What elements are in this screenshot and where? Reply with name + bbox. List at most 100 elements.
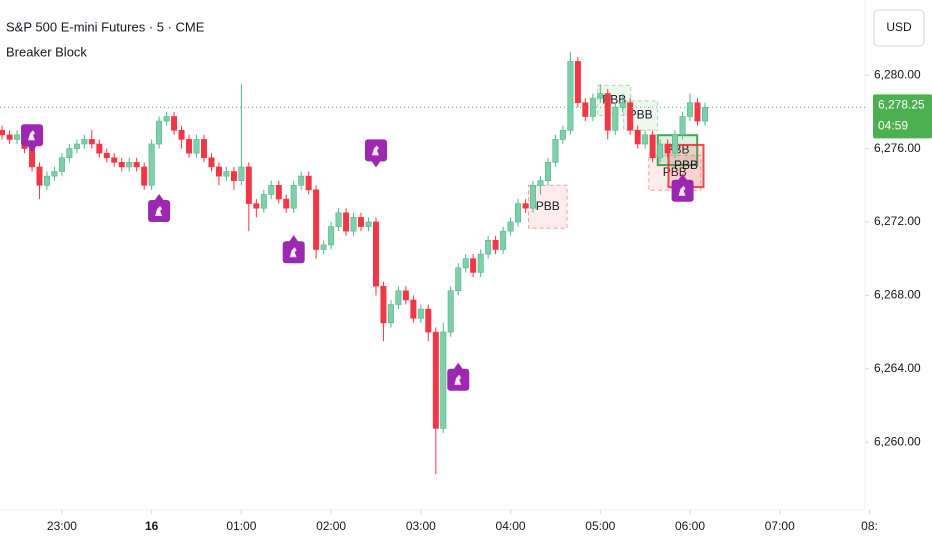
candle-body <box>81 139 88 145</box>
candle-body <box>627 102 634 131</box>
signal-marker <box>671 173 694 202</box>
candle-body <box>305 175 312 191</box>
candle-body <box>642 134 649 145</box>
candle-body <box>500 230 507 250</box>
signal-pointer <box>370 160 381 168</box>
candle-body <box>58 157 65 172</box>
signal-icon <box>454 374 462 385</box>
candle-body <box>118 162 125 168</box>
x-tick-label: 16 <box>145 519 159 533</box>
signal-icon <box>155 205 163 216</box>
candle-body <box>51 171 58 177</box>
candle-body <box>425 308 432 333</box>
candle-body <box>687 102 694 117</box>
candle-body <box>88 139 95 145</box>
candle-body <box>574 61 581 104</box>
signal-pointer <box>453 362 464 370</box>
candle-body <box>440 331 447 429</box>
candle-body <box>141 166 148 186</box>
candle-body <box>462 258 469 269</box>
candle-body <box>619 102 626 108</box>
candle-body <box>387 304 394 324</box>
candle-body <box>43 175 50 186</box>
candle-body <box>156 120 163 145</box>
candle-body <box>126 162 133 168</box>
candle-body <box>275 184 282 200</box>
candle-body <box>298 175 305 186</box>
y-tick-label: 6,280.00 <box>874 67 921 81</box>
candle-body <box>515 203 522 223</box>
candle-body <box>649 134 656 159</box>
countdown-label: 04:59 <box>878 118 908 132</box>
x-tick-label: 03:00 <box>406 519 436 533</box>
candle-body <box>208 157 215 168</box>
candle-body <box>612 107 619 131</box>
candle-body <box>402 290 409 301</box>
candle-body <box>230 171 237 182</box>
candle-body <box>148 143 155 186</box>
candle-body <box>544 162 551 182</box>
candle-body <box>14 134 21 140</box>
candle-body <box>223 171 230 177</box>
candle-body <box>410 299 417 319</box>
candle-body <box>477 253 484 273</box>
candle-body <box>171 116 178 131</box>
candle-body <box>238 166 245 182</box>
y-tick-label: 6,260.00 <box>874 434 921 448</box>
candle-body <box>365 221 372 227</box>
candle-body <box>604 93 611 131</box>
signal-marker <box>447 362 470 391</box>
candle-body <box>343 212 350 232</box>
signal-pointer <box>288 235 299 243</box>
candle-body <box>335 212 342 227</box>
candle-body <box>582 102 589 117</box>
x-tick-label: 02:00 <box>316 519 346 533</box>
candle-body <box>133 162 140 168</box>
candle-body <box>672 134 679 154</box>
candle-body <box>6 134 13 140</box>
candle-body <box>537 180 544 186</box>
currency-label: USD <box>886 20 912 34</box>
candle-body <box>634 129 641 145</box>
y-tick-label: 6,268.00 <box>874 288 921 302</box>
candle-body <box>447 290 454 333</box>
candle-body <box>320 244 327 250</box>
candle-body <box>96 143 103 154</box>
x-tick-label: 08: <box>861 519 878 533</box>
signal-marker <box>21 124 44 153</box>
signal-pointer <box>154 193 165 201</box>
candle-body <box>73 143 80 149</box>
candle-body <box>328 226 335 246</box>
candle-body <box>455 267 462 292</box>
candle-body <box>111 157 118 163</box>
signal-pointer <box>27 145 38 153</box>
candle-body <box>268 184 275 195</box>
candle-body <box>559 129 566 140</box>
candle-body <box>552 139 559 163</box>
x-tick-label: 05:00 <box>585 519 615 533</box>
candle-body <box>567 61 574 131</box>
candle-body <box>657 143 664 159</box>
signal-icon <box>371 145 379 156</box>
x-tick-label: 07:00 <box>765 519 795 533</box>
candle-body <box>186 139 193 154</box>
signal-pointer <box>677 173 688 181</box>
signal-icon <box>28 130 36 141</box>
currency-button[interactable] <box>873 9 925 47</box>
x-tick-label: 06:00 <box>675 519 705 533</box>
candle-body <box>529 184 536 209</box>
candle-body <box>245 166 252 204</box>
plot-area: PBBPBBPBBPBBPBBPBB <box>0 52 865 475</box>
candle-body <box>380 285 387 324</box>
candle-body <box>702 107 709 122</box>
signal-marker <box>148 193 171 222</box>
x-tick-label: 01:00 <box>226 519 256 533</box>
candle-body <box>432 331 439 429</box>
last-price-box <box>873 94 932 139</box>
candle-body <box>357 217 364 227</box>
candle-body <box>395 290 402 305</box>
candle-body <box>66 148 73 159</box>
candle-body <box>492 240 499 250</box>
